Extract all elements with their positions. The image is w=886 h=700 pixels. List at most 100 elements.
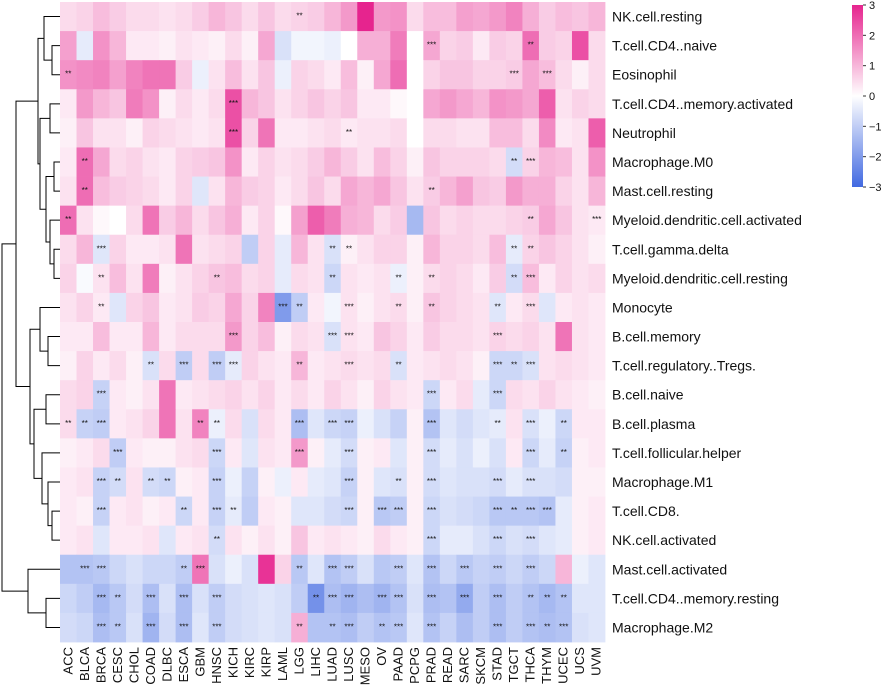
column-label: PCPG <box>407 647 422 684</box>
heatmap-cell <box>60 438 77 468</box>
heatmap-cell <box>588 60 606 90</box>
heatmap-cell <box>456 118 474 148</box>
heatmap-cell <box>340 351 358 381</box>
significance-star: ** <box>296 564 302 573</box>
heatmap-cell <box>571 292 589 323</box>
heatmap-cell <box>324 205 342 236</box>
significance-star: ** <box>98 273 104 282</box>
heatmap-cell <box>571 351 589 381</box>
heatmap-cell <box>406 147 424 177</box>
heatmap-cell <box>324 351 342 381</box>
heatmap-cell <box>472 89 490 119</box>
heatmap-cell <box>208 292 226 323</box>
heatmap-cell <box>274 31 292 61</box>
heatmap-cell <box>505 205 523 236</box>
heatmap-cell <box>423 176 441 207</box>
heatmap-cell <box>142 467 160 497</box>
heatmap-cell <box>390 31 408 61</box>
significance-star: *** <box>179 361 188 370</box>
colorbar-tick-label: 1 <box>869 61 875 73</box>
heatmap-cell <box>373 176 391 207</box>
heatmap-cell <box>93 263 110 294</box>
heatmap-cell <box>588 409 606 439</box>
heatmap-cell <box>225 322 243 352</box>
heatmap-cell <box>439 612 457 643</box>
heatmap-cell <box>126 554 143 585</box>
heatmap-cell <box>76 496 94 527</box>
heatmap-cell <box>175 176 193 207</box>
heatmap-cell <box>60 351 77 381</box>
column-label: THYM <box>539 647 554 684</box>
colorbar-tick-label: 2 <box>869 30 875 42</box>
heatmap-cell <box>324 31 342 61</box>
heatmap-cell <box>522 380 540 410</box>
heatmap-cell <box>555 409 573 439</box>
heatmap-cell <box>357 176 375 207</box>
heatmap-cell <box>93 205 110 236</box>
heatmap-cell <box>225 292 243 323</box>
significance-star: *** <box>460 564 469 573</box>
heatmap-cell <box>423 409 441 439</box>
heatmap-cell <box>291 496 309 527</box>
significance-star: *** <box>97 477 106 486</box>
heatmap-cell <box>258 525 276 556</box>
heatmap-cell <box>340 525 358 556</box>
significance-star: ** <box>395 361 401 370</box>
heatmap-cell <box>274 583 292 614</box>
heatmap-cell <box>555 234 573 265</box>
heatmap-cell <box>390 118 408 148</box>
heatmap-cell <box>340 496 358 527</box>
heatmap-cell <box>175 467 193 497</box>
heatmap-cell <box>340 176 358 207</box>
row-label: Myeloid.dendritic.cell.resting <box>612 270 788 286</box>
heatmap-cell <box>258 2 276 32</box>
row-label: Macrophage.M0 <box>612 154 713 170</box>
heatmap-cell <box>324 525 342 556</box>
heatmap-cell <box>324 147 342 177</box>
heatmap-cell <box>76 2 94 32</box>
heatmap-cell <box>93 554 110 585</box>
significance-star: *** <box>97 564 106 573</box>
column-labels: ACC BLCA BRCA CESC CHOL COAD DLBC ESCA GBM HNSC KI… <box>60 647 603 686</box>
heatmap-cell <box>258 322 276 352</box>
heatmap-cell <box>258 496 276 527</box>
heatmap-cell <box>258 31 276 61</box>
heatmap-cell <box>258 176 276 207</box>
heatmap-cell <box>109 176 127 207</box>
heatmap-cell <box>439 31 457 61</box>
heatmap-cell <box>357 263 375 294</box>
heatmap-cell <box>390 322 408 352</box>
heatmap-cell <box>588 525 606 556</box>
heatmap-cell <box>142 496 160 527</box>
heatmap-cell <box>291 438 309 468</box>
heatmap-cells <box>60 2 606 643</box>
heatmap-cell <box>472 205 490 236</box>
row-label: Macrophage.M1 <box>612 474 713 490</box>
heatmap-cell <box>225 496 243 527</box>
heatmap-cell <box>489 292 507 323</box>
heatmap-cell <box>357 496 375 527</box>
significance-star: ** <box>115 477 121 486</box>
heatmap-cell <box>192 118 210 148</box>
heatmap-cell <box>126 205 143 236</box>
heatmap-cell <box>555 525 573 556</box>
heatmap-cell <box>142 438 160 468</box>
significance-star: *** <box>344 506 353 515</box>
heatmap-cell <box>472 118 490 148</box>
significance-star: ** <box>544 622 550 631</box>
heatmap-cell <box>109 583 127 614</box>
dendrogram-branch <box>15 100 38 388</box>
heatmap-cell <box>159 89 177 119</box>
significance-star: *** <box>543 70 552 79</box>
heatmap-cell <box>159 496 177 527</box>
heatmap-cell <box>93 409 110 439</box>
heatmap-cell <box>406 351 424 381</box>
heatmap-cell <box>340 292 358 323</box>
heatmap-cell <box>241 554 259 585</box>
heatmap-cell <box>126 612 143 643</box>
heatmap-cell <box>60 322 77 352</box>
heatmap-cell <box>76 438 94 468</box>
heatmap-cell <box>489 554 507 585</box>
heatmap-cell <box>258 118 276 148</box>
heatmap-cell <box>324 409 342 439</box>
